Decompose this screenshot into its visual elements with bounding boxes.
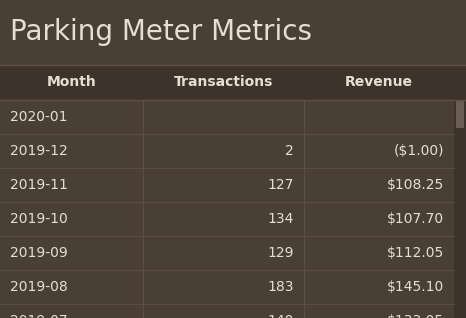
Text: $108.25: $108.25 bbox=[387, 178, 444, 192]
Text: 2: 2 bbox=[286, 144, 294, 158]
Text: Revenue: Revenue bbox=[345, 75, 413, 89]
Text: 2019-11: 2019-11 bbox=[10, 178, 68, 192]
Text: 2019-09: 2019-09 bbox=[10, 246, 68, 260]
Text: $112.05: $112.05 bbox=[387, 246, 444, 260]
Text: Month: Month bbox=[47, 75, 96, 89]
Bar bbox=[0, 236, 454, 270]
Text: 129: 129 bbox=[267, 246, 294, 260]
Text: 127: 127 bbox=[268, 178, 294, 192]
Text: $145.10: $145.10 bbox=[387, 280, 444, 294]
Text: ($1.00): ($1.00) bbox=[393, 144, 444, 158]
Text: 2020-01: 2020-01 bbox=[10, 110, 68, 124]
Text: $107.70: $107.70 bbox=[387, 212, 444, 226]
Bar bbox=[456, 100, 464, 128]
Bar bbox=[0, 134, 454, 168]
Text: 2019-08: 2019-08 bbox=[10, 280, 68, 294]
Text: 2019-10: 2019-10 bbox=[10, 212, 68, 226]
Bar bbox=[0, 100, 454, 134]
Text: 2019-12: 2019-12 bbox=[10, 144, 68, 158]
Bar bbox=[0, 0, 466, 65]
Bar bbox=[0, 168, 454, 202]
Text: $133.05: $133.05 bbox=[387, 314, 444, 318]
Text: Transactions: Transactions bbox=[174, 75, 273, 89]
Bar bbox=[0, 304, 454, 318]
Text: 134: 134 bbox=[268, 212, 294, 226]
Text: 2019-07: 2019-07 bbox=[10, 314, 68, 318]
Text: 140: 140 bbox=[268, 314, 294, 318]
Bar bbox=[454, 100, 466, 318]
Bar bbox=[0, 270, 454, 304]
Bar bbox=[0, 202, 454, 236]
Bar bbox=[0, 65, 466, 100]
Text: Parking Meter Metrics: Parking Meter Metrics bbox=[10, 18, 312, 46]
Text: 183: 183 bbox=[267, 280, 294, 294]
